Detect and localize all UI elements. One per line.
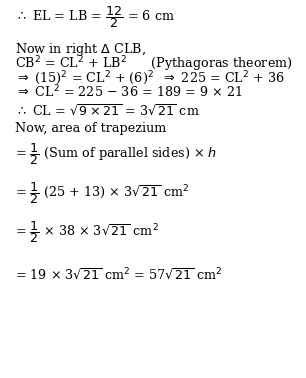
Text: $\therefore$ EL = LB = $\dfrac{12}{2}$ = 6 cm: $\therefore$ EL = LB = $\dfrac{12}{2}$ =… xyxy=(15,4,175,30)
Text: Now in right $\Delta$ CLB,: Now in right $\Delta$ CLB, xyxy=(15,42,146,58)
Text: Now, area of trapezium: Now, area of trapezium xyxy=(15,122,166,135)
Text: CB$^{2}$ = CL$^{2}$ + LB$^{2}$      (Pythagoras theorem): CB$^{2}$ = CL$^{2}$ + LB$^{2}$ (Pythagor… xyxy=(15,54,293,74)
Text: = $\dfrac{1}{2}$ (Sum of parallel sides) × $h$: = $\dfrac{1}{2}$ (Sum of parallel sides)… xyxy=(15,141,218,167)
Text: = $\dfrac{1}{2}$ × 38 × 3$\sqrt{21}$ cm$^{2}$: = $\dfrac{1}{2}$ × 38 × 3$\sqrt{21}$ cm$… xyxy=(15,220,159,245)
Text: $\therefore$ CL = $\sqrt{9\times21}$ = 3$\sqrt{21}$ cm: $\therefore$ CL = $\sqrt{9\times21}$ = 3… xyxy=(15,104,200,119)
Text: = $\dfrac{1}{2}$ (25 + 13) × 3$\sqrt{21}$ cm$^{2}$: = $\dfrac{1}{2}$ (25 + 13) × 3$\sqrt{21}… xyxy=(15,180,190,206)
Text: $\Rightarrow$ CL$^{2}$ = 225 − 36 = 189 = 9 × 21: $\Rightarrow$ CL$^{2}$ = 225 − 36 = 189 … xyxy=(15,84,243,101)
Text: $\Rightarrow$ (15)$^{2}$ = CL$^{2}$ + (6)$^{2}$  $\Rightarrow$ 225 = CL$^{2}$ + : $\Rightarrow$ (15)$^{2}$ = CL$^{2}$ + (6… xyxy=(15,70,285,87)
Text: = 19 × 3$\sqrt{21}$ cm$^{2}$ = 57$\sqrt{21}$ cm$^{2}$: = 19 × 3$\sqrt{21}$ cm$^{2}$ = 57$\sqrt{… xyxy=(15,268,223,283)
